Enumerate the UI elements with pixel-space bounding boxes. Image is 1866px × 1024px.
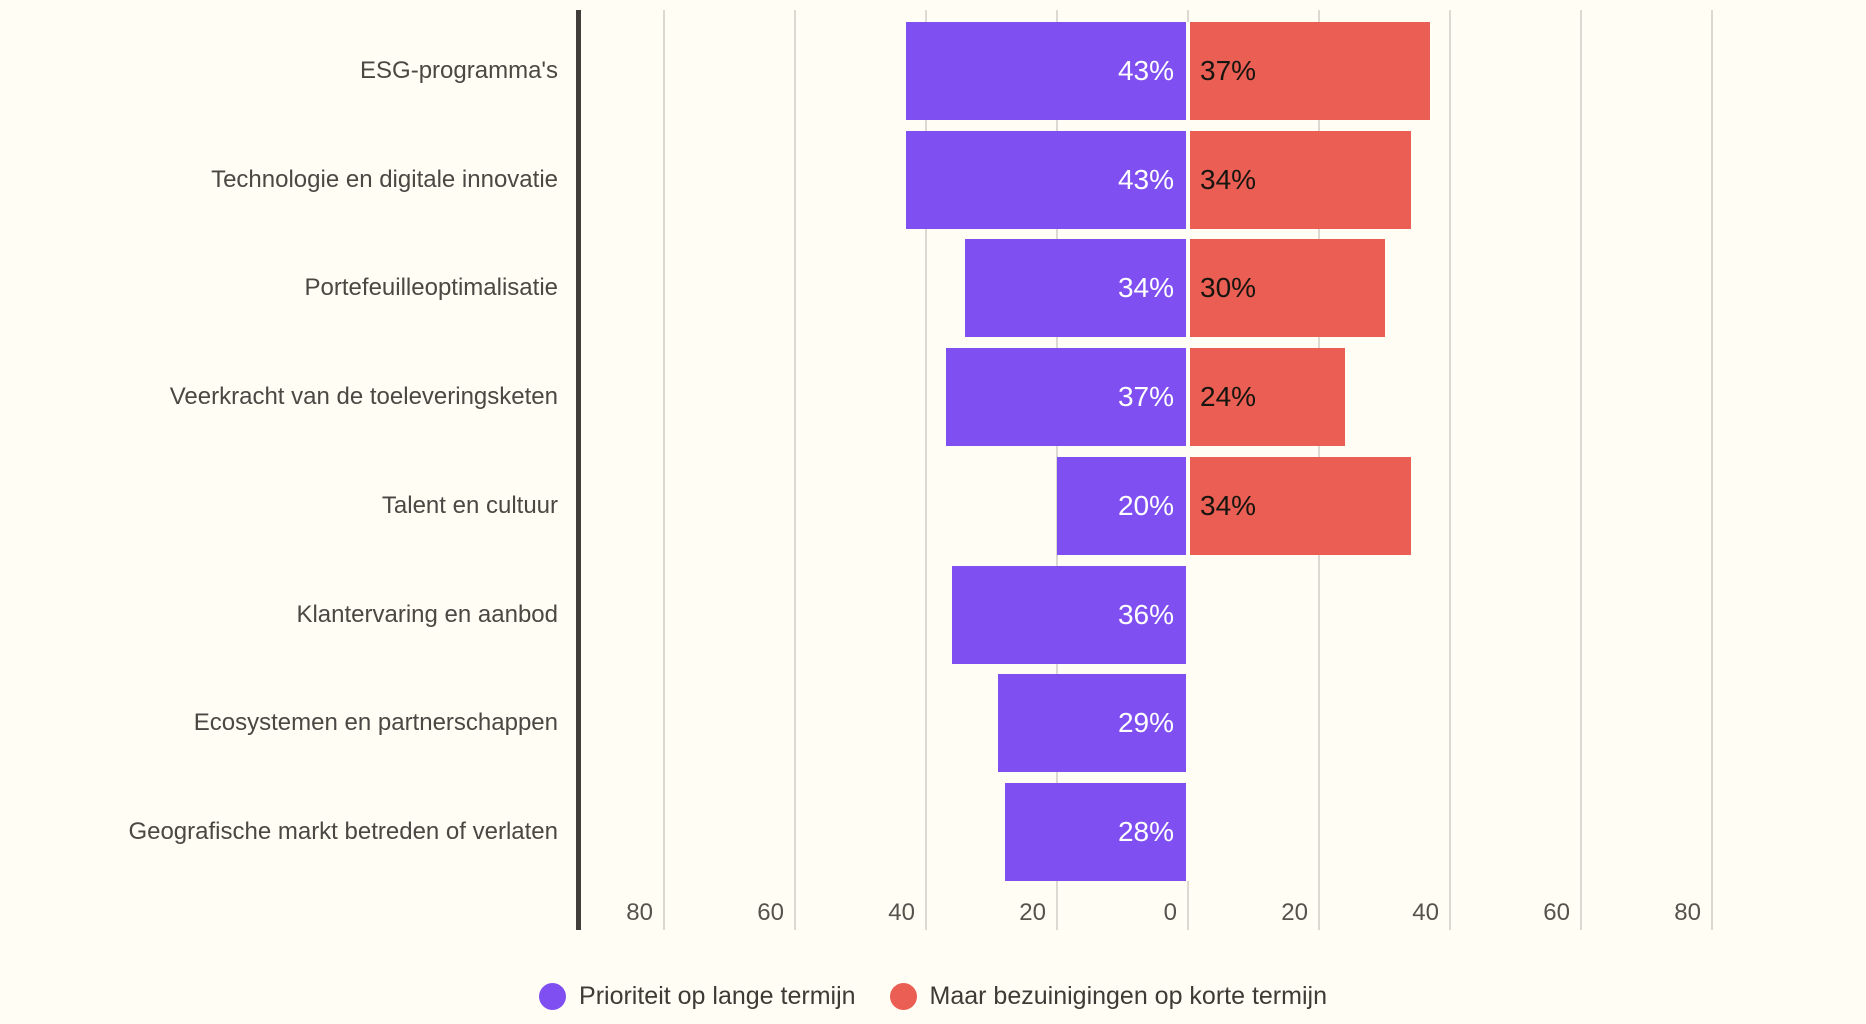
gridline	[1580, 10, 1582, 930]
bar-long-term: 34%	[965, 239, 1186, 338]
bar-value-label: 20%	[1117, 489, 1174, 521]
axis-tick-label: 60	[757, 899, 784, 926]
bar-long-term: 20%	[1057, 456, 1186, 555]
bar-value-label: 29%	[1117, 707, 1174, 739]
category-label: Portefeuilleoptimalisatie	[304, 274, 558, 302]
bar-short-term: 34%	[1190, 456, 1411, 555]
bar-value-label: 37%	[1200, 55, 1257, 86]
legend-label-short-term: Maar bezuinigingen op korte termijn	[929, 982, 1327, 1010]
bar-value-label: 28%	[1117, 815, 1174, 847]
bar-long-term: 43%	[906, 22, 1186, 120]
bar-value-label: 36%	[1117, 598, 1174, 630]
bar-short-term: 30%	[1190, 239, 1385, 338]
gridline	[663, 10, 665, 930]
axis-tick-label: 40	[1412, 899, 1439, 926]
gridline	[1449, 10, 1451, 930]
bar-long-term: 43%	[906, 130, 1186, 229]
bar-short-term: 37%	[1190, 22, 1431, 120]
legend: Prioriteit op lange termijn Maar bezuini…	[0, 972, 1866, 1020]
bar-short-term: 34%	[1190, 130, 1411, 229]
legend-item-short-term: Maar bezuinigingen op korte termijn	[889, 981, 1327, 1011]
category-label: Ecosystemen en partnerschappen	[193, 709, 558, 737]
bar-long-term: 37%	[945, 348, 1186, 447]
category-label: Talent en cultuur	[381, 491, 558, 519]
axis-tick-label: 0	[1163, 899, 1177, 926]
bar-value-label: 24%	[1200, 381, 1257, 413]
legend-item-long-term: Prioriteit op lange termijn	[539, 981, 856, 1011]
category-label: Veerkracht van de toeleveringsketen	[169, 383, 558, 411]
bar-long-term: 36%	[952, 565, 1186, 664]
category-label: Klantervaring en aanbod	[296, 600, 558, 628]
bar-short-term: 24%	[1190, 348, 1346, 447]
bar-value-label: 30%	[1200, 272, 1257, 304]
legend-dot-short-term	[889, 982, 917, 1010]
bar-value-label: 34%	[1200, 489, 1257, 521]
bar-value-label: 43%	[1117, 163, 1174, 195]
bar-value-label: 43%	[1117, 55, 1174, 86]
gridline	[925, 10, 927, 930]
category-label: Technologie en digitale innovatie	[211, 165, 558, 193]
legend-dot-long-term	[539, 982, 567, 1010]
bar-long-term: 28%	[1004, 782, 1186, 881]
axis-tick-label: 20	[1019, 899, 1046, 926]
legend-label-long-term: Prioriteit op lange termijn	[579, 982, 856, 1010]
bar-value-label: 34%	[1117, 272, 1174, 304]
axis-tick-label: 80	[1674, 899, 1701, 926]
axis-tick-label: 40	[888, 899, 915, 926]
axis-tick-label: 80	[626, 899, 653, 926]
bar-value-label: 37%	[1117, 381, 1174, 413]
zero-axis-seam	[1186, 22, 1190, 881]
category-label: Geografische markt betreden of verlaten	[128, 817, 558, 845]
category-label: ESG-programma's	[360, 57, 558, 84]
category-axis-line	[576, 10, 581, 930]
bar-long-term: 29%	[998, 674, 1186, 773]
gridline	[794, 10, 796, 930]
bar-value-label: 34%	[1200, 163, 1257, 195]
axis-tick-label: 60	[1543, 899, 1570, 926]
gridline	[1711, 10, 1713, 930]
axis-tick-label: 20	[1281, 899, 1308, 926]
